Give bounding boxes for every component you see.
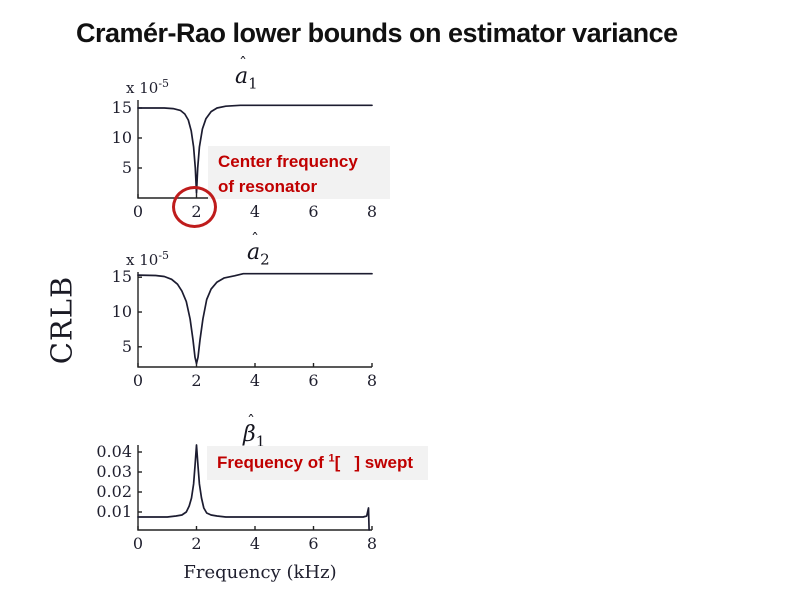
callout-swept-post: [ ] swept xyxy=(334,453,413,472)
plot-beta1-crlb: 0 2 4 6 8 0.01 0.02 0.03 0.04 xyxy=(96,444,377,552)
x-tick-label: 0 xyxy=(132,202,144,221)
y-tick-label: 10 xyxy=(111,302,132,322)
hat-accent: ˆ xyxy=(239,54,247,73)
highlight-circle-2khz xyxy=(172,186,217,228)
x-tick-label: 6 xyxy=(308,534,319,553)
x-tick-label: 8 xyxy=(366,202,378,221)
y-tick-label: 0.01 xyxy=(96,502,132,521)
x-tick-label: 4 xyxy=(249,534,261,553)
chart3-title-sub: 1 xyxy=(255,432,266,451)
y-tick-label: 15 xyxy=(111,97,132,117)
x-tick-label: 6 xyxy=(308,202,319,221)
x-tick-label: 8 xyxy=(366,371,378,390)
x-tick-label: 0 xyxy=(132,534,144,553)
x-tick-label: 4 xyxy=(249,371,261,390)
y-tick-label: 0.02 xyxy=(96,482,132,501)
y-tick-label: 15 xyxy=(111,267,132,287)
chart2-title-sub: 2 xyxy=(260,250,270,269)
callout-center-frequency-line1: Center frequency xyxy=(218,152,358,171)
y-tick-label: 0.04 xyxy=(96,442,132,461)
callout-center-frequency-line2: of resonator xyxy=(218,176,318,196)
y-tick-label: 5 xyxy=(121,336,132,356)
chart1-title-sub: 1 xyxy=(248,74,258,93)
frequency-axis-label: Frequency (kHz) xyxy=(183,562,337,583)
plot-beta1-canvas xyxy=(137,444,373,531)
y-axis-multiplier: x 10-5 xyxy=(126,249,170,269)
slide-title: Cramér-Rao lower bounds on estimator var… xyxy=(76,18,678,48)
y-axis-multiplier: x 10-5 xyxy=(126,77,170,97)
chart1-title: ˆ a1 xyxy=(235,56,258,93)
chart2-title: ˆ a2 xyxy=(247,232,270,269)
plot-a2-crlb: 0 2 4 6 8 5 10 15 x 10-5 xyxy=(112,249,377,389)
crlb-axis-label: CRLB xyxy=(44,275,78,365)
hat-accent: ˆ xyxy=(247,412,255,431)
x-tick-label: 0 xyxy=(132,371,144,390)
y-tick-label: 10 xyxy=(111,127,132,147)
chart3-title: ˆ β1 xyxy=(243,414,266,451)
plot-a2-canvas xyxy=(137,272,373,368)
chart2-title-base: a xyxy=(247,240,261,265)
x-tick-label: 8 xyxy=(366,534,378,553)
chart1-title-base: a xyxy=(235,64,249,89)
x-tick-label: 2 xyxy=(191,534,202,553)
x-tick-label: 6 xyxy=(308,371,319,390)
x-tick-label: 4 xyxy=(249,202,261,221)
y-tick-label: 0.03 xyxy=(96,462,132,481)
callout-swept-pre: Frequency of xyxy=(217,453,329,472)
x-tick-label: 2 xyxy=(191,371,202,390)
y-tick-label: 5 xyxy=(121,157,132,177)
crlb-axis-label-wrap: CRLB xyxy=(38,255,84,385)
callout-swept-sup: 1 xyxy=(328,452,335,465)
chart3-title-base: β xyxy=(243,422,256,447)
hat-accent: ˆ xyxy=(251,230,259,249)
callout-swept-frequency: Frequency of 1[ ] swept xyxy=(207,446,428,480)
callout-center-frequency: Center frequency of resonator xyxy=(208,146,390,199)
